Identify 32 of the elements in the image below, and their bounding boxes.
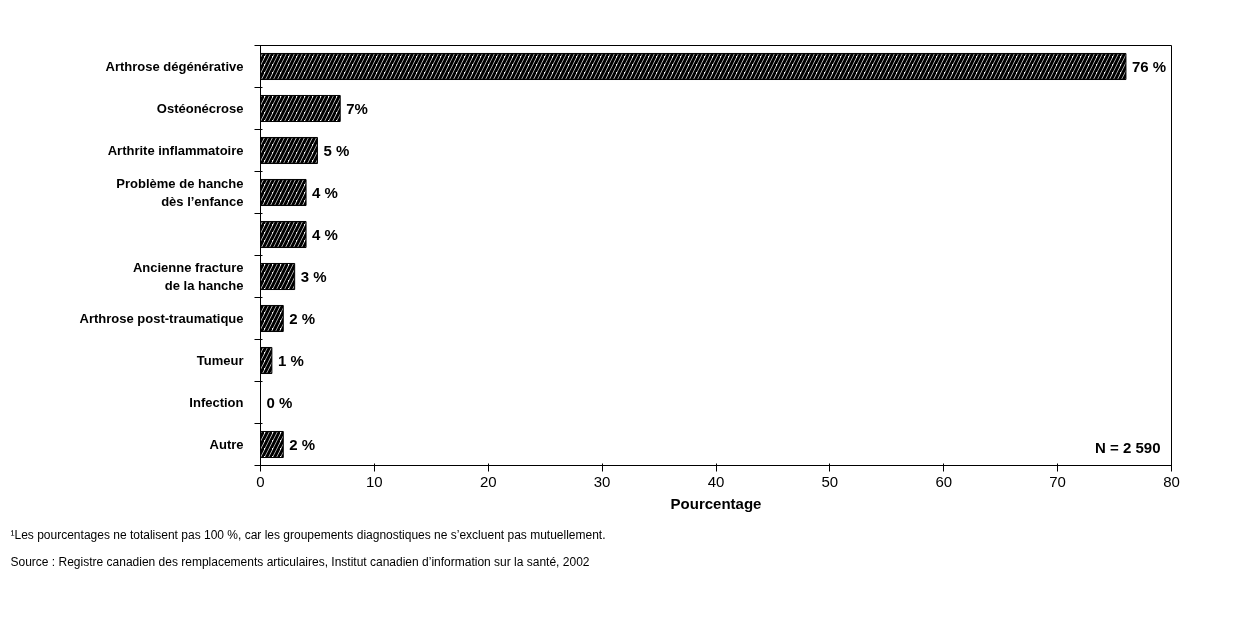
x-tick-label: 50 (821, 472, 839, 490)
x-axis-title: Pourcentage (670, 494, 762, 512)
x-tick-label: 10 (366, 472, 383, 490)
data-label: 2 % (289, 436, 316, 453)
y-tick-label: Arthrite inflammatoire (107, 143, 244, 158)
data-label: 1 % (277, 352, 304, 369)
source-note: Source : Registre canadien des remplacements articulaires, Institut canadien d’information sur la santé, 2002 (10, 554, 590, 569)
y-tick-label: Infection (189, 395, 244, 410)
annotation: N = 2 590 (1095, 439, 1161, 456)
x-tick-label: 30 (593, 472, 611, 490)
data-label: 4 % (312, 184, 338, 201)
y-tick-label: Ostéonécrose (156, 101, 244, 116)
x-tick-label: 20 (479, 472, 497, 490)
data-label: 76 % (1131, 58, 1167, 75)
x-tick-label: 80 (1163, 472, 1180, 490)
data-label: 7% (346, 100, 368, 117)
x-tick-label: 40 (707, 472, 725, 490)
x-tick-label: 60 (935, 472, 953, 490)
x-tick-label: 0 (256, 472, 265, 490)
data-label: 5 % (323, 142, 350, 159)
y-tick-label: Ancienne fracture de la hanche (132, 260, 244, 293)
y-tick-label: Arthrose dégénérative (105, 59, 244, 74)
data-label: 4 % (312, 226, 338, 243)
data-label: 0 % (266, 394, 293, 411)
data-label: 3 % (300, 268, 327, 285)
text: ¹Les pourcentages ne totalisent pas 100 %, car les groupements diagnostiques ne s’excluent pas mutuellement. (10, 527, 606, 542)
y-tick-label: Autre (209, 437, 244, 452)
y-tick-label: Arthrose post-traumatique (79, 311, 244, 326)
y-tick-label: Tumeur (196, 353, 244, 368)
x-tick-label: 70 (1049, 472, 1066, 490)
y-tick-label: Problème de hanche dès l’enfance (116, 176, 244, 209)
data-label: 2 % (289, 310, 316, 327)
